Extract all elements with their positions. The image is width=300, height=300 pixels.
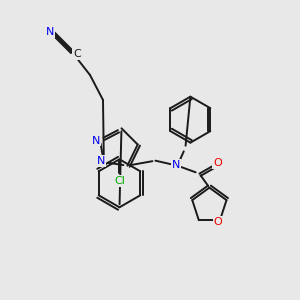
- Text: N: N: [92, 136, 100, 146]
- Text: N: N: [46, 27, 54, 37]
- Text: C: C: [73, 49, 81, 59]
- Text: N: N: [97, 156, 105, 166]
- Text: Cl: Cl: [114, 176, 125, 186]
- Text: O: O: [213, 158, 222, 168]
- Text: O: O: [214, 217, 222, 227]
- Text: N: N: [172, 160, 181, 170]
